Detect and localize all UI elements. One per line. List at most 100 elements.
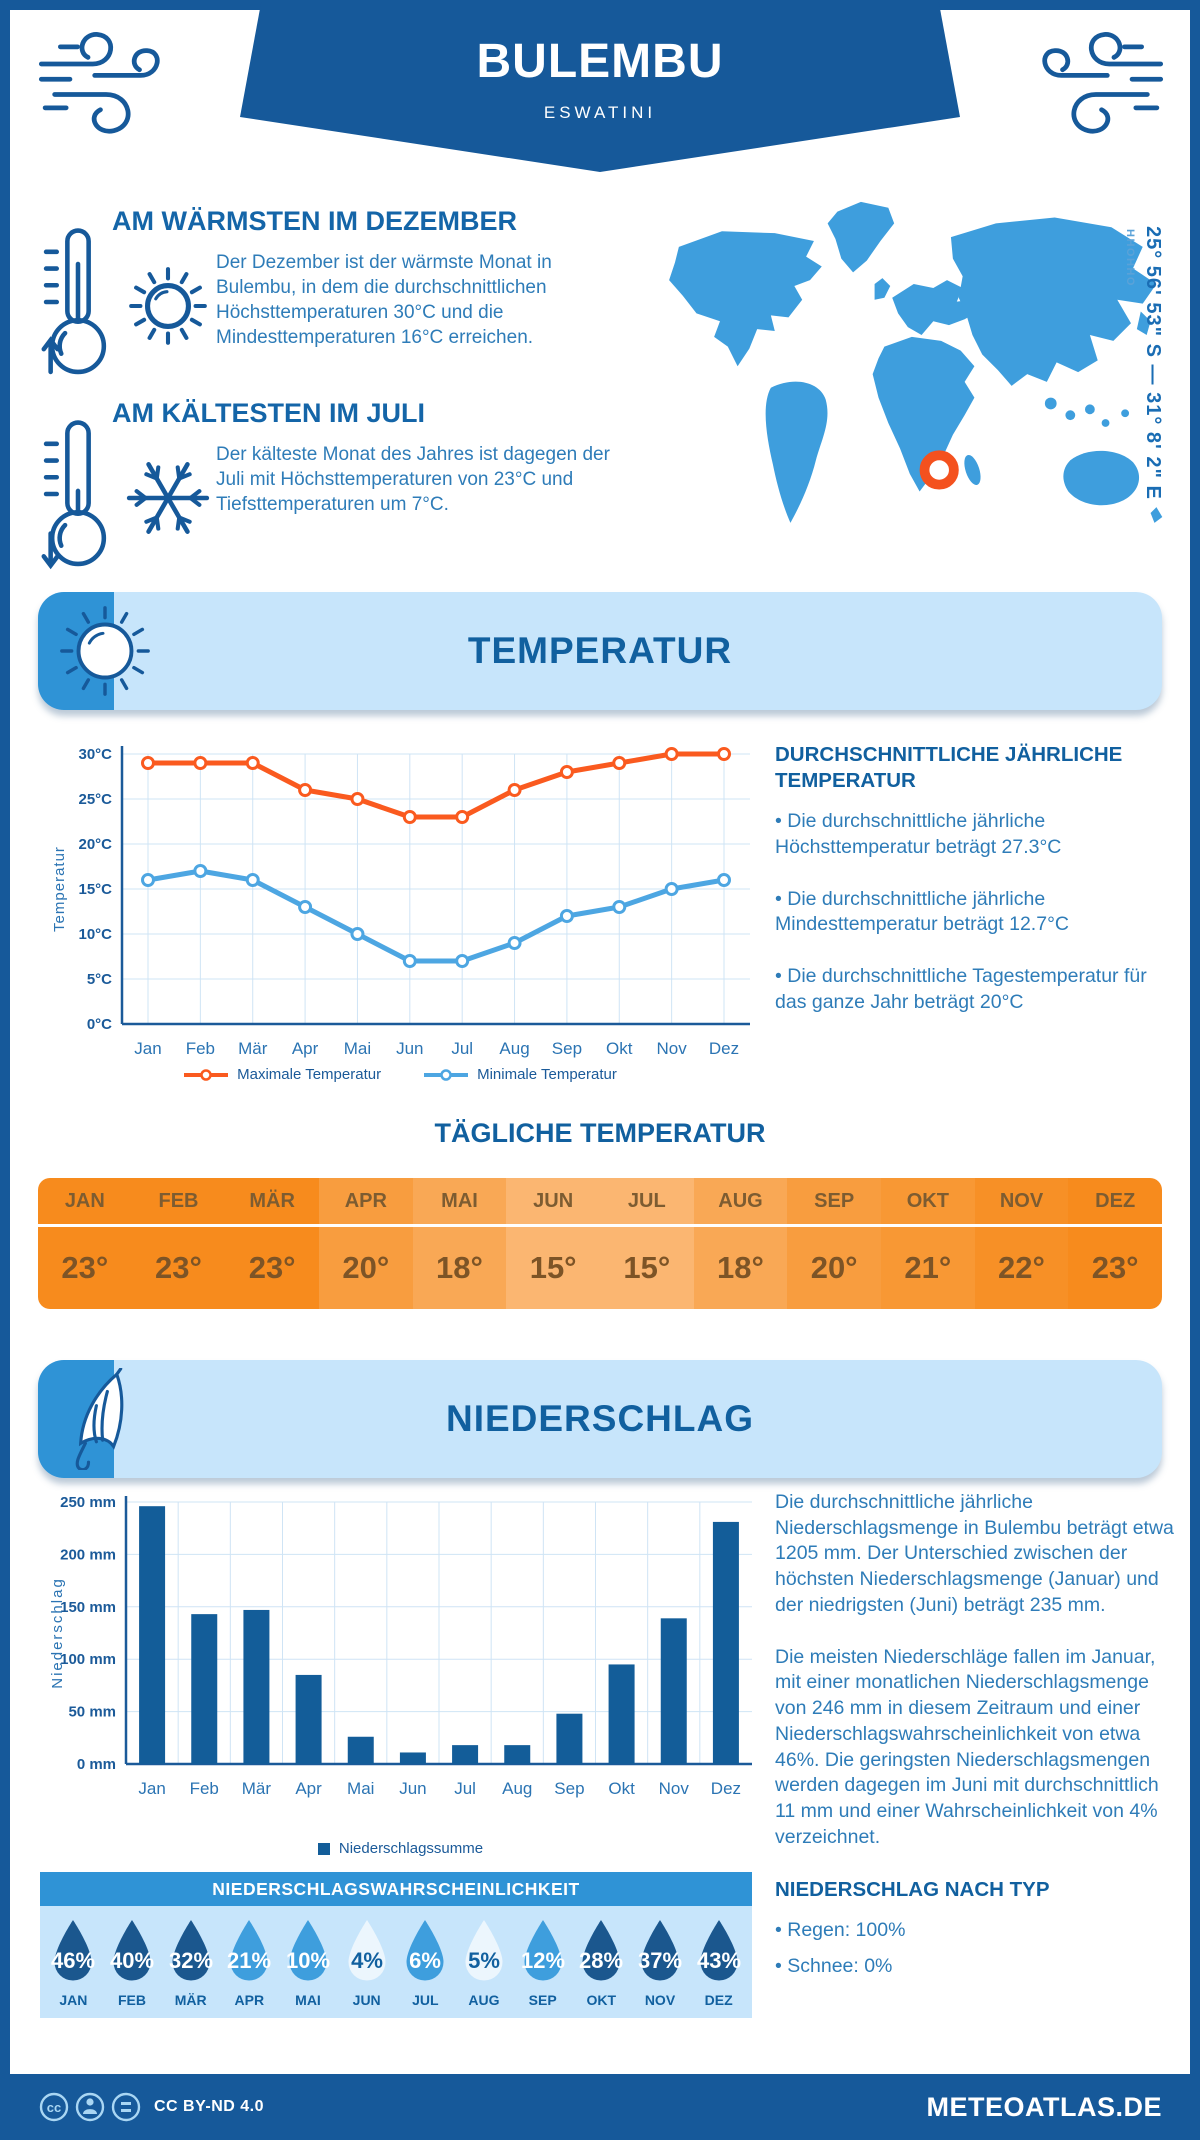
droplet-month-label: APR xyxy=(234,1992,265,2008)
svg-text:43%: 43% xyxy=(697,1948,741,1973)
equals-icon xyxy=(121,2102,131,2112)
svg-text:Aug: Aug xyxy=(502,1779,532,1798)
svg-text:25°C: 25°C xyxy=(78,791,112,808)
month-label: JUL xyxy=(599,1178,694,1227)
month-column: JUN 15° xyxy=(506,1178,600,1309)
svg-text:Sep: Sep xyxy=(554,1779,584,1798)
region-label: HHOHHO xyxy=(1124,229,1136,287)
raindrop-icon: 32% xyxy=(169,1920,213,1981)
wind-icon xyxy=(1042,32,1164,134)
droplet-column: 43% DEZ xyxy=(689,1918,748,2008)
world-map xyxy=(628,182,1176,574)
droplet-month-label: JUL xyxy=(412,1992,439,2008)
droplet-month-label: AUG xyxy=(468,1992,500,2008)
umbrella-icon xyxy=(75,1368,124,1470)
svg-text:5%: 5% xyxy=(468,1948,500,1973)
raindrop-icon: 5% xyxy=(465,1920,503,1981)
raindrop-icon: 10% xyxy=(286,1920,330,1981)
droplet-column: 10% MAI xyxy=(279,1918,338,2008)
month-column: AUG 18° xyxy=(693,1178,788,1309)
raindrop-icon: 40% xyxy=(110,1920,154,1981)
precipitation-banner: NIEDERSCHLAG xyxy=(38,1360,1162,1478)
precipitation-legend: Niederschlagssumme xyxy=(40,1840,760,1857)
cc-icon: cc xyxy=(47,2100,61,2115)
month-temperature: 23° xyxy=(248,1250,296,1285)
droplet-month-label: JAN xyxy=(59,1992,88,2008)
legend-item: Minimale Temperatur xyxy=(423,1066,617,1083)
svg-text:Mär: Mär xyxy=(242,1779,272,1798)
coldest-text: Der kälteste Monat des Jahres ist dagege… xyxy=(216,444,610,516)
warmest-heading: AM WÄRMSTEN IM DEZEMBER xyxy=(112,206,517,236)
month-label: AUG xyxy=(693,1178,788,1227)
svg-text:Apr: Apr xyxy=(292,1039,319,1058)
svg-text:21%: 21% xyxy=(227,1948,271,1973)
month-column: JUL 15° xyxy=(599,1178,694,1309)
precipitation-probability-panel: NIEDERSCHLAGSWAHRSCHEINLICHKEIT 46% JAN 40… xyxy=(40,1872,752,2018)
svg-text:30°C: 30°C xyxy=(78,746,112,763)
thermometer-high-icon xyxy=(41,228,107,375)
svg-text:10%: 10% xyxy=(286,1948,330,1973)
temperature-chart: 0°C 5°C 10°C 15°C 20°C 25°C 30°C Jan Feb Mär Apr Ma… xyxy=(51,746,750,1058)
month-temperature: 21° xyxy=(904,1250,952,1285)
sun-icon xyxy=(129,267,207,345)
precipitation-type-heading: NIEDERSCHLAG NACH TYP xyxy=(775,1877,1050,1901)
svg-text:Feb: Feb xyxy=(186,1039,215,1058)
brand-label: METEOATLAS.DE xyxy=(926,2091,1162,2122)
svg-text:40%: 40% xyxy=(110,1948,154,1973)
svg-text:Mai: Mai xyxy=(344,1039,371,1058)
svg-text:15°C: 15°C xyxy=(78,881,112,898)
coldest-section: AM KÄLTESTEN IM JULI Der kälteste Monat … xyxy=(40,398,652,598)
svg-text:100 mm: 100 mm xyxy=(60,1651,116,1668)
temperature-bullet: • Die durchschnittliche jährliche Höchst… xyxy=(775,810,1062,858)
droplet-month-label: SEP xyxy=(528,1992,557,2008)
svg-text:Apr: Apr xyxy=(295,1779,322,1798)
droplet-month-label: FEB xyxy=(117,1992,146,2008)
droplet-column: 37% NOV xyxy=(631,1918,690,2008)
svg-text:Okt: Okt xyxy=(608,1779,635,1798)
precipitation-paragraph: Die durchschnittliche jährliche Niedersc… xyxy=(775,1491,1174,1616)
svg-text:4%: 4% xyxy=(351,1948,383,1973)
svg-text:Feb: Feb xyxy=(190,1779,219,1798)
month-column: DEZ 23° xyxy=(1068,1178,1162,1309)
svg-text:Mär: Mär xyxy=(238,1039,268,1058)
month-label: FEB xyxy=(131,1178,226,1227)
temperature-bullet: • Die durchschnittliche Tagestemperatur … xyxy=(775,965,1147,1013)
legend-item: Maximale Temperatur xyxy=(183,1066,381,1083)
cc-license-icons: cc xyxy=(39,2092,141,2122)
svg-text:200 mm: 200 mm xyxy=(60,1546,116,1563)
month-temperature: 15° xyxy=(529,1250,577,1285)
raindrop-icon: 21% xyxy=(227,1920,271,1981)
droplet-month-label: OKT xyxy=(586,1992,617,2008)
month-column: MÄR 23° xyxy=(225,1178,319,1309)
svg-text:0°C: 0°C xyxy=(87,1016,112,1033)
svg-text:Niederschlag: Niederschlag xyxy=(49,1577,66,1689)
month-label: JUN xyxy=(506,1178,600,1227)
svg-text:46%: 46% xyxy=(51,1948,95,1973)
probability-droplets: 46% JAN 40% FEB 32% MÄR 21% APR 10% MAI 4% JUN 6% JUL… xyxy=(40,1906,752,2018)
month-column: FEB 23° xyxy=(131,1178,226,1309)
svg-text:Mai: Mai xyxy=(347,1779,374,1798)
month-temperature: 18° xyxy=(436,1250,483,1285)
month-temperature: 23° xyxy=(61,1250,109,1285)
section-title: TEMPERATUR xyxy=(467,630,733,671)
person-icon xyxy=(86,2098,94,2106)
temperature-legend: Maximale Temperatur Minimale Temperatur xyxy=(40,1066,760,1083)
droplet-month-label: MAI xyxy=(295,1992,321,2008)
month-temperature: 23° xyxy=(155,1250,202,1285)
probability-title: NIEDERSCHLAGSWAHRSCHEINLICHKEIT xyxy=(40,1872,752,1906)
month-label: SEP xyxy=(787,1178,881,1227)
coldest-heading: AM KÄLTESTEN IM JULI xyxy=(112,398,425,428)
warmest-text: Der Dezember ist der wärmste Monat in Bu… xyxy=(216,252,552,349)
month-label: JAN xyxy=(38,1178,132,1227)
month-label: NOV xyxy=(974,1178,1069,1227)
thermometer-low-icon xyxy=(41,420,107,570)
temperature-banner: TEMPERATUR xyxy=(38,592,1162,710)
svg-text:Jun: Jun xyxy=(399,1779,426,1798)
month-label: OKT xyxy=(880,1178,975,1227)
svg-text:Okt: Okt xyxy=(606,1039,633,1058)
raindrop-icon: 43% xyxy=(697,1920,741,1981)
month-column: MAI 18° xyxy=(412,1178,507,1309)
section-title: NIEDERSCHLAG xyxy=(445,1398,755,1439)
droplet-column: 5% AUG xyxy=(455,1918,514,2008)
precipitation-type-bullet: • Schnee: 0% xyxy=(775,1954,893,1977)
